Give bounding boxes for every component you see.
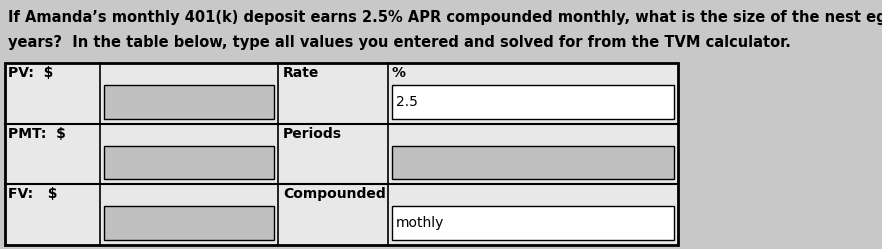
- Text: Periods: Periods: [283, 127, 342, 141]
- Text: Compounded: Compounded: [283, 187, 385, 201]
- Text: mothly: mothly: [396, 216, 445, 230]
- Bar: [104, 146, 274, 179]
- Text: PV:  $: PV: $: [8, 66, 54, 80]
- Text: Rate: Rate: [283, 66, 319, 80]
- Text: 2.5: 2.5: [396, 95, 418, 109]
- Text: years?  In the table below, type all values you entered and solved for from the : years? In the table below, type all valu…: [8, 35, 791, 50]
- Bar: [5, 63, 678, 245]
- Bar: [392, 206, 674, 240]
- Bar: [104, 206, 274, 240]
- Bar: [392, 85, 674, 119]
- Text: If Amanda’s monthly 401(k) deposit earns 2.5% APR compounded monthly, what is th: If Amanda’s monthly 401(k) deposit earns…: [8, 10, 882, 25]
- Text: %: %: [392, 66, 406, 80]
- Text: FV:   $: FV: $: [8, 187, 57, 201]
- Bar: [392, 146, 674, 179]
- Text: PMT:  $: PMT: $: [8, 127, 66, 141]
- Bar: [104, 85, 274, 119]
